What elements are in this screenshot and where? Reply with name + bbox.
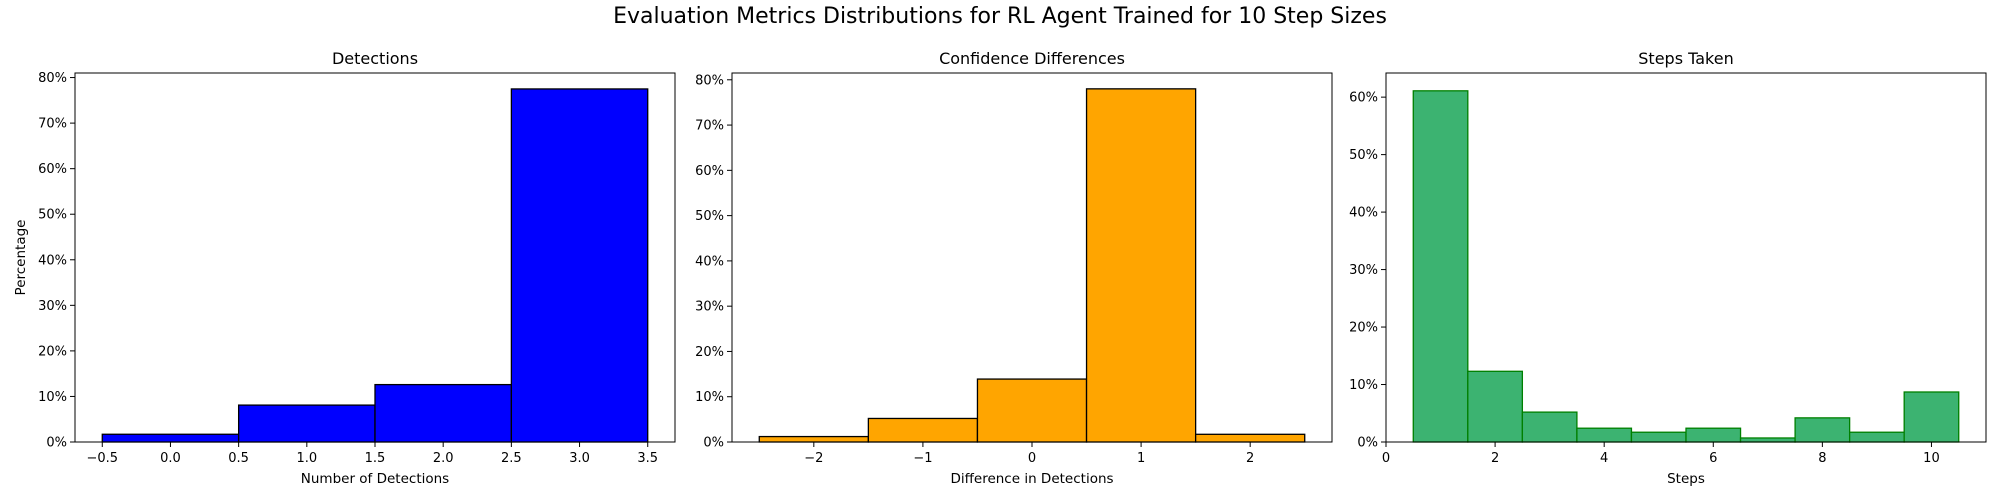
x-tick-label: −0.5	[86, 451, 118, 466]
x-tick-label: 6	[1709, 451, 1717, 466]
histogram-bar	[1521, 411, 1578, 443]
chart-title: Confidence Differences	[939, 49, 1125, 68]
axes-frame	[1385, 72, 1987, 443]
x-tick-label: 1	[1137, 451, 1145, 466]
x-tick-label: 4	[1600, 451, 1608, 466]
histogram-bar	[237, 404, 376, 443]
histogram-bar	[1085, 88, 1197, 443]
histogram-bar	[1685, 427, 1742, 443]
x-axis-label: Steps	[1667, 471, 1705, 487]
y-tick-label: 40%	[38, 253, 67, 268]
x-tick-label: 0.5	[228, 451, 249, 466]
histogram-bar	[510, 88, 649, 443]
chart-1: −0.5 0.0 0.5 1.0 1.5 2.0 2.5 3.0 3.5 0% 10% 20% 30% 4…	[13, 49, 676, 487]
chart-title: Steps Taken	[1638, 49, 1733, 68]
y-tick-label: 20%	[695, 345, 724, 360]
y-tick-label: 40%	[695, 254, 724, 269]
y-tick-label: 10%	[38, 390, 67, 405]
x-tick-label: −2	[804, 451, 823, 466]
chart-title: Detections	[332, 49, 418, 68]
y-tick-label: 10%	[1349, 378, 1378, 393]
histogram-bar	[1630, 431, 1687, 443]
histogram-bar	[867, 417, 979, 443]
histogram-bar	[1903, 391, 1960, 443]
histogram-bar	[976, 378, 1088, 443]
x-tick-label: 2.5	[501, 451, 522, 466]
x-tick-label: −1	[913, 451, 932, 466]
x-tick-label: 10	[1923, 451, 1940, 466]
y-tick-label: 0%	[1357, 436, 1378, 451]
y-tick-label: 80%	[38, 71, 67, 86]
y-tick-label: 80%	[695, 73, 724, 88]
histogram-bar	[1576, 427, 1633, 443]
histogram-bar	[1794, 417, 1851, 443]
y-tick-label: 40%	[1349, 206, 1378, 221]
x-axis-label: Difference in Detections	[950, 471, 1113, 487]
y-tick-label: 10%	[695, 390, 724, 405]
histogram-bar	[1194, 433, 1306, 443]
x-tick-label: 8	[1818, 451, 1826, 466]
y-tick-label: 50%	[1349, 148, 1378, 163]
x-tick-label: 2.0	[433, 451, 454, 466]
x-tick-label: 1.0	[296, 451, 317, 466]
y-tick-label: 50%	[38, 208, 67, 223]
x-tick-label: 3.0	[569, 451, 590, 466]
y-tick-label: 30%	[695, 300, 724, 315]
y-tick-label: 30%	[1349, 263, 1378, 278]
y-tick-label: 60%	[695, 164, 724, 179]
histogram-bar	[1412, 90, 1469, 443]
y-tick-label: 20%	[1349, 321, 1378, 336]
x-axis-label: Number of Detections	[301, 471, 449, 487]
histogram-bar	[101, 433, 240, 443]
histogram-bar	[1739, 437, 1796, 443]
x-tick-label: 3.5	[637, 451, 658, 466]
x-tick-label: 1.5	[365, 451, 386, 466]
y-tick-label: 70%	[38, 117, 67, 132]
y-tick-label: 0%	[46, 436, 67, 451]
y-tick-label: 30%	[38, 299, 67, 314]
histogram-bar	[374, 383, 513, 443]
x-tick-label: 2	[1246, 451, 1254, 466]
histogram-bar	[1848, 431, 1905, 443]
histogram-bar	[1467, 370, 1524, 443]
chart-2: −2 −1 0 1 20%10%20%30%40%50%60%70%80%Confide…	[695, 49, 1333, 487]
y-axis-label: Percentage	[13, 220, 29, 296]
chart-3: 0 2 4 6 8 10 0% 10% 20% 30% 40% 50% 60% Steps Taken St…	[1349, 49, 1987, 487]
x-tick-label: 0	[1028, 451, 1036, 466]
y-tick-label: 20%	[38, 344, 67, 359]
y-tick-label: 50%	[695, 209, 724, 224]
x-tick-label: 2	[1491, 451, 1499, 466]
y-tick-label: 70%	[695, 119, 724, 134]
histogram-bar	[758, 435, 870, 443]
y-tick-label: 0%	[703, 436, 724, 451]
x-tick-label: 0.0	[160, 451, 181, 466]
y-tick-label: 60%	[38, 162, 67, 177]
figure-title: Evaluation Metrics Distributions for RL …	[613, 4, 1387, 29]
y-tick-label: 60%	[1349, 91, 1378, 106]
x-tick-label: 0	[1382, 451, 1390, 466]
